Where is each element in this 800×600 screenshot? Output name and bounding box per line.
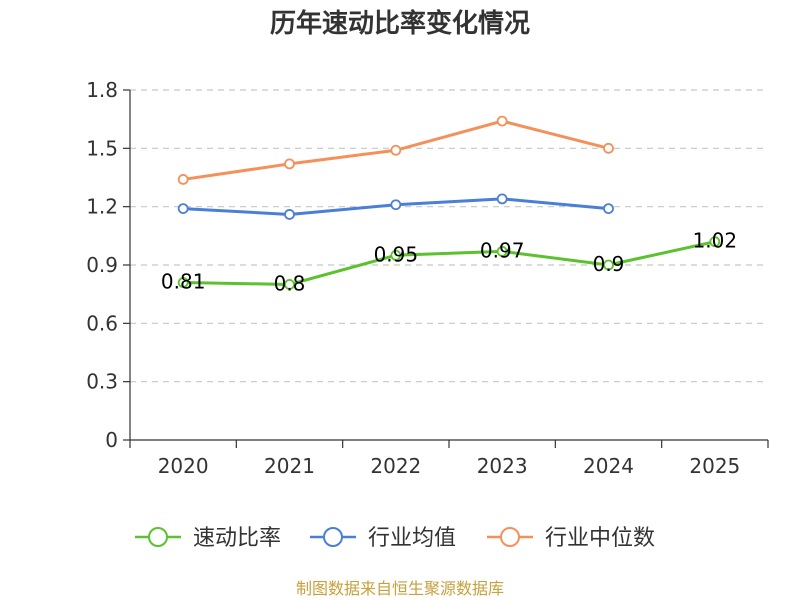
data-label-2021: 0.8 [274,271,306,295]
x-tick-label-2023: 2023 [477,454,528,478]
series-line-0 [183,240,716,286]
legend-marker-2 [500,527,520,547]
data-label-2025: 1.02 [693,229,738,253]
point-0-2025 [709,236,721,248]
legend-item-2[interactable]: 行业中位数 [487,526,655,551]
point-0-2022 [390,249,402,261]
legend-label-1: 行业均值 [368,526,456,551]
point-1-2024 [603,203,614,215]
point-2-2021 [284,158,295,170]
legend[interactable]: 速动比率 行业均值 行业中位数 [135,526,655,551]
y-tick-label-6: 1.8 [86,78,118,102]
data-label-2024: 0.9 [593,252,625,276]
data-label-2022: 0.95 [374,242,419,266]
y-tick-label-0: 0 [105,428,118,452]
legend-label-2: 行业中位数 [545,526,655,551]
y-tick-label-2: 0.6 [86,311,118,335]
y-tick-label-4: 1.2 [86,195,118,219]
point-2-2024 [603,142,614,154]
x-tick-label-2025: 2025 [689,454,740,478]
legend-marker-0 [148,527,168,547]
data-labels: 0.81 0.8 0.95 0.97 0.9 1.02 [161,229,737,296]
point-1-2023 [496,193,508,205]
chart-title: 历年速动比率变化情况 [270,8,530,39]
x-tick-label-2020: 2020 [158,454,209,478]
source-note: 制图数据来自恒生聚源数据库 [296,579,504,598]
point-1-2022 [390,199,402,211]
point-0-2020 [177,277,189,288]
data-label-2023: 0.97 [480,238,525,262]
axes: 0 0.3 0.6 0.9 1.2 1.5 1.8 2020 2021 2022 2023 2024 2… [86,78,769,478]
point-0-2024 [603,259,614,271]
legend-item-0[interactable]: 速动比率 [135,526,281,551]
x-tick-label-2021: 2021 [264,454,315,478]
point-1-2021 [284,209,295,220]
y-tick-label-1: 0.3 [86,370,118,394]
point-2-2020 [177,174,189,185]
series [177,115,721,290]
legend-label-0: 速动比率 [193,526,281,551]
point-2-2023 [496,115,508,127]
point-1-2020 [177,203,189,215]
point-0-2023 [496,245,508,257]
point-2-2022 [390,144,402,156]
data-label-2020: 0.81 [161,270,206,294]
x-tick-label-2024: 2024 [583,454,634,478]
x-tick-label-2022: 2022 [370,454,421,478]
legend-item-1[interactable]: 行业均值 [310,526,456,551]
grid [130,89,768,383]
y-tick-label-5: 1.5 [86,136,118,160]
legend-marker-1 [323,527,343,547]
point-0-2021 [284,279,295,290]
y-tick-label-3: 0.9 [86,253,118,277]
